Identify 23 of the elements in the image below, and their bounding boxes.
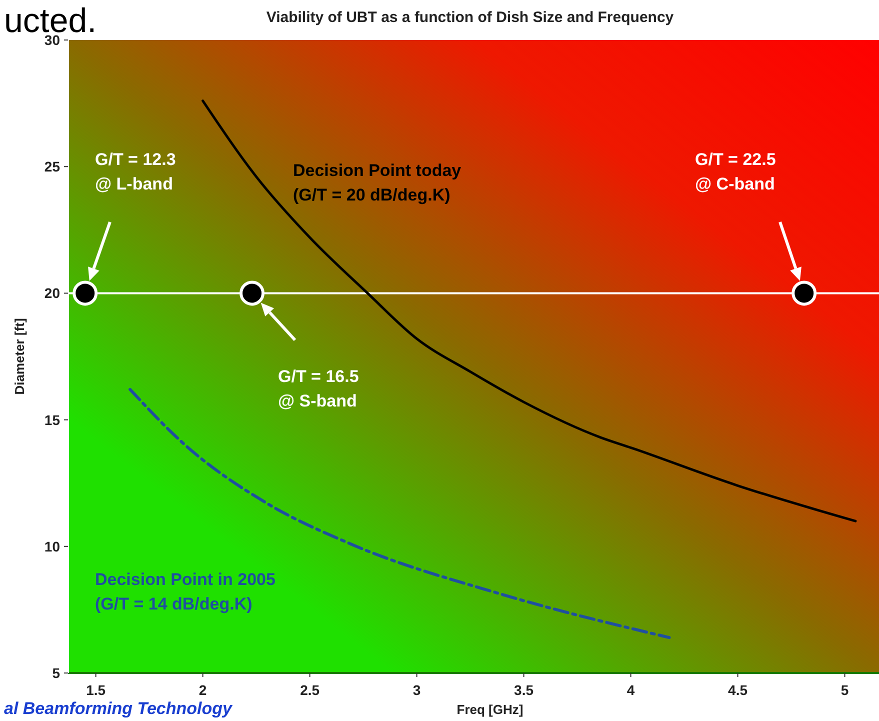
- series-label: Decision Point today (G/T = 20 dB/deg.K): [293, 161, 462, 205]
- x-axis-title: Freq [GHz]: [456, 702, 524, 717]
- x-tick-label: 1.5: [86, 682, 106, 698]
- x-tick-label: 3: [412, 682, 421, 698]
- y-tick-label: 15: [44, 412, 60, 428]
- x-tick-label: 2.5: [300, 682, 320, 698]
- x-tick-label: 3.5: [514, 682, 534, 698]
- chart-title: Viability of UBT as a function of Dish Size and Frequency: [266, 9, 674, 26]
- x-tick-label: 4: [626, 682, 635, 698]
- text: Decision Point in 2005 (G/T = 14 dB/deg.K): [95, 570, 276, 614]
- y-tick-label: 20: [44, 285, 60, 302]
- annotation: G/T = 22.5 @ C-band: [695, 150, 776, 194]
- annotation: G/T = 12.3 @ L-band: [95, 150, 176, 194]
- line-series: [202, 100, 857, 522]
- text: al Beamforming Technology: [4, 699, 234, 718]
- annotation: G/T = 16.5 @ S-band: [278, 367, 359, 411]
- x-tick-label: 5: [840, 682, 849, 698]
- y-tick-label: 5: [52, 665, 60, 681]
- y-tick-label: 25: [44, 158, 60, 175]
- y-tick-label: 10: [44, 538, 60, 554]
- x-tick-label: 2: [198, 682, 207, 698]
- y-axis-title: Diameter [ft]: [12, 318, 27, 395]
- x-tick-label: 4.5: [728, 682, 748, 698]
